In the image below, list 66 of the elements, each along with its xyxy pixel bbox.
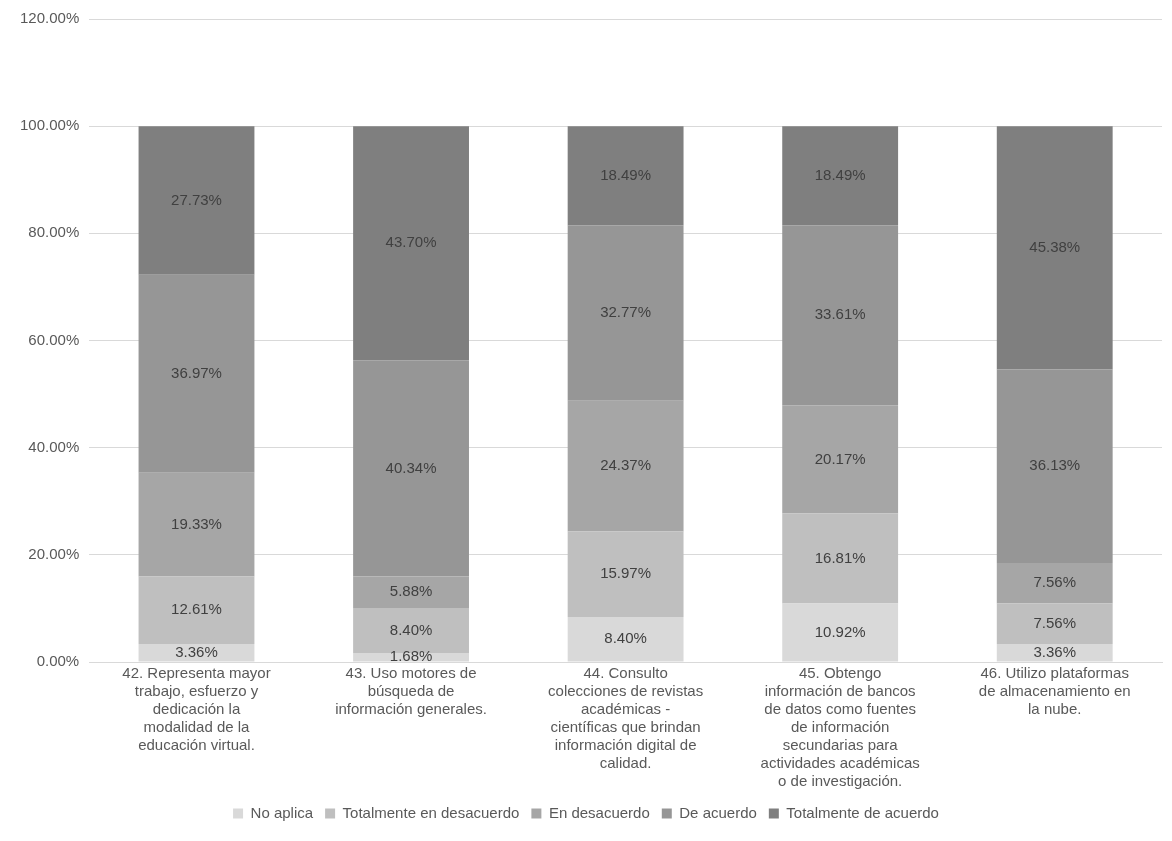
- bar: [567, 531, 684, 617]
- x-tick-label: 43. Uso motores de búsqueda de información generales.: [335, 664, 487, 718]
- x-tick-label: 42. Representa mayor trabajo, esfuerzo y dedicación la modalidad de la educación virtual.: [122, 664, 271, 754]
- bar: [996, 369, 1113, 563]
- data-label: 36.97%: [171, 363, 222, 381]
- data-label: 7.56%: [1033, 573, 1076, 591]
- bar: [353, 126, 469, 361]
- data-label: 8.40%: [389, 620, 433, 638]
- data-label: 18.49%: [814, 165, 866, 183]
- data-label: 33.61%: [814, 305, 866, 323]
- bar: [996, 126, 1113, 370]
- bar: [567, 126, 684, 226]
- data-label: 36.13%: [1029, 456, 1081, 474]
- data-label: 12.61%: [171, 600, 222, 618]
- bar: [353, 576, 469, 608]
- data-label: 19.33%: [171, 514, 222, 532]
- data-label: 32.77%: [600, 303, 652, 321]
- y-tick-label: 80.00%: [28, 223, 80, 241]
- bar: [138, 576, 255, 644]
- bar: [138, 274, 255, 473]
- bar: [138, 472, 255, 577]
- bar: [782, 225, 899, 406]
- bar: [567, 616, 684, 662]
- data-label: 8.40%: [604, 629, 647, 647]
- bar: [782, 513, 899, 604]
- legend-label: De acuerdo: [679, 803, 757, 821]
- data-label: 3.36%: [175, 642, 218, 660]
- data-label: 43.70%: [385, 233, 437, 251]
- x-tick-label: 45. Obtengo información de bancos de datos como fuentes de información secundarias para actividades académicas o de investigación.: [760, 664, 920, 790]
- bar: [996, 644, 1113, 662]
- bar: [782, 603, 899, 662]
- bar: [996, 562, 1113, 604]
- bar: [353, 360, 469, 577]
- data-label: 1.68%: [389, 647, 433, 665]
- data-label: 45.38%: [1029, 237, 1081, 255]
- data-label: 15.97%: [600, 564, 652, 582]
- data-label: 16.81%: [814, 548, 866, 566]
- x-tick-label: 46. Utilizo plataformas de almacenamiento en la nube.: [978, 664, 1131, 718]
- y-tick-label: 20.00%: [28, 544, 80, 562]
- data-label: 27.73%: [171, 190, 222, 208]
- bar: [782, 405, 899, 514]
- y-tick-label: 100.00%: [20, 116, 80, 134]
- data-label: 20.17%: [814, 449, 866, 467]
- data-label: 3.36%: [1033, 642, 1076, 660]
- data-label: 7.56%: [1033, 613, 1076, 631]
- x-tick-label: 44. Consulto colecciones de revistas académicas - científicas que brindan información digital de calidad.: [548, 664, 704, 772]
- bar: [567, 400, 684, 532]
- data-label: 40.34%: [385, 458, 437, 476]
- data-label: 24.37%: [600, 456, 652, 474]
- data-label: 18.49%: [600, 165, 652, 183]
- bar: [138, 126, 255, 275]
- y-tick-label: 120.00%: [20, 9, 80, 27]
- y-tick-label: 40.00%: [28, 437, 80, 455]
- bar: [138, 644, 255, 662]
- data-label: 5.88%: [389, 582, 433, 600]
- legend-label: Totalmente de acuerdo: [786, 803, 939, 821]
- bar: [567, 225, 684, 401]
- legend-label: No aplica: [250, 803, 314, 821]
- bar: [353, 607, 469, 653]
- y-tick-label: 0.00%: [36, 652, 80, 670]
- bar: [782, 126, 899, 226]
- bar: [996, 603, 1113, 644]
- data-label: 10.92%: [814, 622, 866, 640]
- legend-label: Totalmente en desacuerdo: [342, 803, 520, 821]
- legend-label: En desacuerdo: [548, 803, 650, 821]
- y-tick-label: 60.00%: [28, 330, 80, 348]
